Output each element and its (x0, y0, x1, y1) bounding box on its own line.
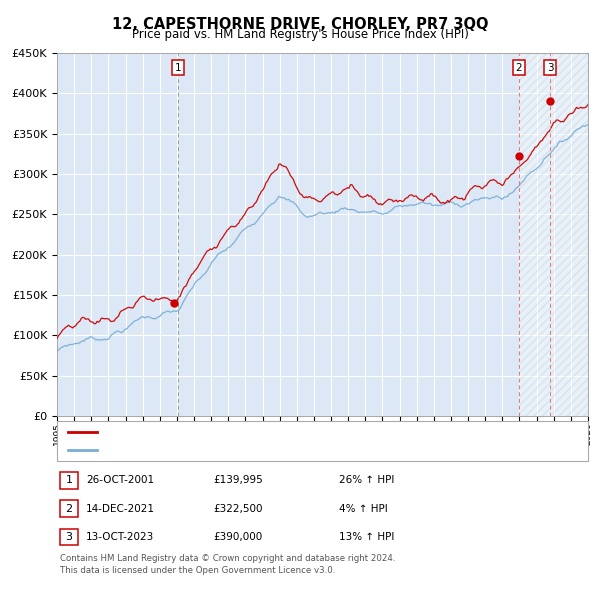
Text: This data is licensed under the Open Government Licence v3.0.: This data is licensed under the Open Gov… (60, 566, 335, 575)
Text: 4% ↑ HPI: 4% ↑ HPI (339, 504, 388, 513)
Text: 2: 2 (65, 504, 73, 513)
Text: 12, CAPESTHORNE DRIVE, CHORLEY, PR7 3QQ: 12, CAPESTHORNE DRIVE, CHORLEY, PR7 3QQ (112, 17, 488, 31)
Text: 1: 1 (175, 63, 181, 73)
Text: 12, CAPESTHORNE DRIVE, CHORLEY, PR7 3QQ (detached house): 12, CAPESTHORNE DRIVE, CHORLEY, PR7 3QQ … (101, 428, 418, 438)
Text: £322,500: £322,500 (213, 504, 263, 513)
Text: Price paid vs. HM Land Registry's House Price Index (HPI): Price paid vs. HM Land Registry's House … (131, 28, 469, 41)
Text: 1: 1 (65, 476, 73, 485)
Text: 26% ↑ HPI: 26% ↑ HPI (339, 476, 394, 485)
Text: 13% ↑ HPI: 13% ↑ HPI (339, 532, 394, 542)
Text: 2: 2 (515, 63, 522, 73)
Text: 14-DEC-2021: 14-DEC-2021 (86, 504, 155, 513)
Text: HPI: Average price, detached house, Chorley: HPI: Average price, detached house, Chor… (101, 445, 320, 455)
Text: 13-OCT-2023: 13-OCT-2023 (86, 532, 154, 542)
Text: 26-OCT-2001: 26-OCT-2001 (86, 476, 154, 485)
Text: 3: 3 (547, 63, 553, 73)
Text: £390,000: £390,000 (213, 532, 262, 542)
Text: 3: 3 (65, 532, 73, 542)
Text: Contains HM Land Registry data © Crown copyright and database right 2024.: Contains HM Land Registry data © Crown c… (60, 554, 395, 563)
Text: £139,995: £139,995 (213, 476, 263, 485)
